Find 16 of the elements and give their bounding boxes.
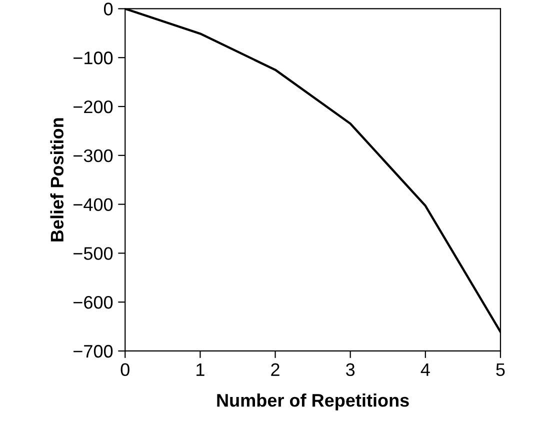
y-axis-title: Belief Position	[50, 118, 64, 242]
x-tick-label: 0	[120, 363, 130, 376]
y-tick-label: −100	[74, 52, 113, 64]
x-tick-label: 5	[496, 363, 505, 376]
x-tick-label: 4	[420, 363, 430, 376]
x-tick-label: 2	[271, 363, 280, 376]
y-tick-label: −700	[74, 344, 113, 358]
y-tick-label: −300	[74, 149, 113, 162]
x-axis-title: Number of Repetitions	[217, 394, 409, 410]
y-tick-label: −500	[74, 247, 113, 260]
y-tick-label: −600	[74, 296, 113, 309]
x-tick-label: 3	[346, 363, 355, 376]
y-tick-label: −200	[74, 100, 113, 114]
y-tick-label: −400	[74, 198, 113, 212]
x-tick-label: 1	[196, 363, 204, 376]
y-tick-label: 0	[104, 2, 113, 16]
